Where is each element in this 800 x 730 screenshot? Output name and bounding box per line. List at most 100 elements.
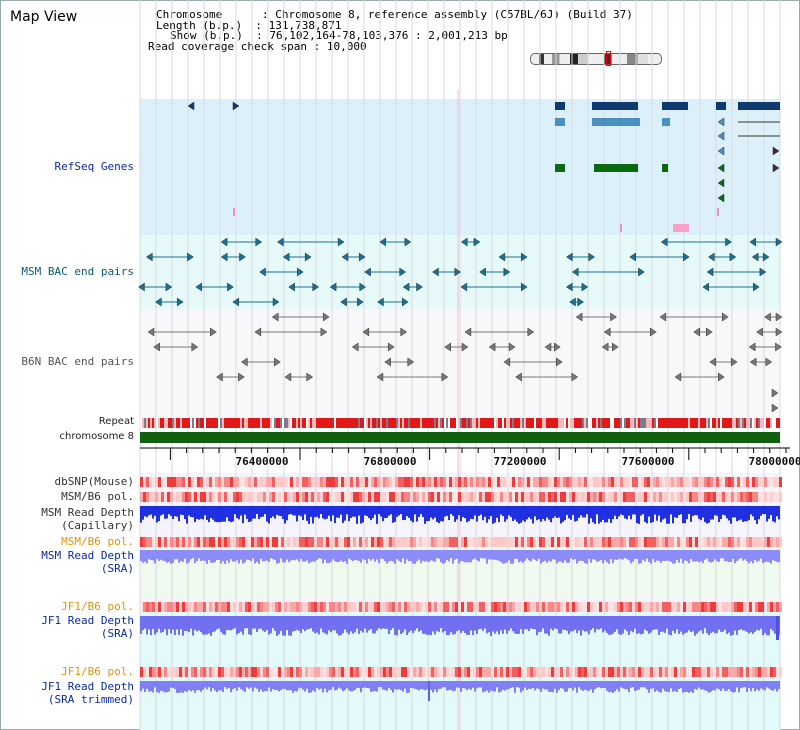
b6n-bac-end[interactable] bbox=[771, 388, 779, 398]
jf1-depth-trim-bar[interactable] bbox=[756, 681, 758, 690]
jf1-depth-sra-bar[interactable] bbox=[278, 616, 280, 635]
repeat-segment[interactable] bbox=[596, 418, 598, 428]
snp-density-cell[interactable] bbox=[674, 477, 677, 487]
jf1-depth-sra-bar[interactable] bbox=[382, 616, 384, 629]
snp-density-cell[interactable] bbox=[605, 537, 608, 547]
repeat-segment[interactable] bbox=[274, 418, 276, 428]
jf1-depth-trim-bar[interactable] bbox=[234, 681, 236, 689]
msm-depth-capillary-bar[interactable] bbox=[328, 506, 330, 516]
snp-density-cell[interactable] bbox=[569, 492, 572, 502]
snp-density-cell[interactable] bbox=[701, 667, 704, 677]
jf1-depth-sra-bar[interactable] bbox=[320, 616, 322, 629]
snp-density-cell[interactable] bbox=[368, 602, 371, 612]
jf1-depth-sra-bar[interactable] bbox=[714, 616, 716, 634]
msm-depth-sra-bar[interactable] bbox=[564, 550, 566, 561]
chromosome-ideogram[interactable] bbox=[530, 53, 662, 65]
snp-density-cell[interactable] bbox=[572, 667, 575, 677]
jf1-depth-sra-bar[interactable] bbox=[642, 616, 644, 634]
jf1-depth-sra-bar[interactable] bbox=[376, 616, 378, 631]
msm-depth-capillary-bar[interactable] bbox=[488, 506, 490, 520]
msm-depth-capillary-bar[interactable] bbox=[688, 506, 690, 515]
snp-density-cell[interactable] bbox=[413, 537, 416, 547]
jf1-depth-sra-bar[interactable] bbox=[188, 616, 190, 633]
snp-density-cell[interactable] bbox=[641, 492, 644, 502]
snp-density-cell[interactable] bbox=[641, 537, 644, 547]
msm-depth-sra-bar[interactable] bbox=[456, 550, 458, 559]
repeat-segment[interactable] bbox=[184, 418, 186, 428]
snp-density-cell[interactable] bbox=[518, 537, 521, 547]
msm-depth-capillary-bar[interactable] bbox=[340, 506, 342, 515]
snp-density-cell[interactable] bbox=[209, 602, 212, 612]
jf1-depth-trim-bar[interactable] bbox=[374, 681, 376, 692]
jf1-depth-trim-bar[interactable] bbox=[614, 681, 616, 692]
snp-density-cell[interactable] bbox=[200, 602, 203, 612]
b6n-bac-end[interactable] bbox=[771, 403, 779, 413]
snp-density-cell[interactable] bbox=[770, 477, 773, 487]
snp-density-cell[interactable] bbox=[500, 477, 503, 487]
msm-depth-sra-bar[interactable] bbox=[628, 550, 630, 561]
repeat-segment[interactable] bbox=[206, 418, 208, 428]
jf1-depth-sra-bar[interactable] bbox=[224, 616, 226, 635]
snp-density-cell[interactable] bbox=[440, 602, 443, 612]
jf1-depth-sra-bar[interactable] bbox=[662, 616, 664, 632]
msm-depth-capillary-bar[interactable] bbox=[770, 506, 772, 516]
snp-density-cell[interactable] bbox=[779, 667, 782, 677]
repeat-segment[interactable] bbox=[758, 418, 760, 428]
snp-density-cell[interactable] bbox=[152, 492, 155, 502]
snp-density-cell[interactable] bbox=[365, 602, 368, 612]
repeat-segment[interactable] bbox=[754, 418, 756, 428]
jf1-depth-sra-bar[interactable] bbox=[242, 616, 244, 635]
msm-depth-capillary-bar[interactable] bbox=[768, 506, 770, 519]
msm-depth-sra-bar[interactable] bbox=[394, 550, 396, 564]
snp-density-cell[interactable] bbox=[743, 537, 746, 547]
jf1-depth-trim-bar[interactable] bbox=[468, 681, 470, 689]
repeat-segment[interactable] bbox=[426, 418, 428, 428]
jf1-depth-sra-bar[interactable] bbox=[564, 616, 566, 631]
snp-density-cell[interactable] bbox=[398, 667, 401, 677]
snp-density-cell[interactable] bbox=[590, 537, 593, 547]
snp-density-cell[interactable] bbox=[437, 477, 440, 487]
jf1-depth-trim-bar[interactable] bbox=[636, 681, 638, 691]
msm-depth-sra-bar[interactable] bbox=[710, 550, 712, 563]
snp-density-cell[interactable] bbox=[719, 602, 722, 612]
msm-depth-capillary-bar[interactable] bbox=[352, 506, 354, 517]
jf1-depth-sra-bar[interactable] bbox=[694, 616, 696, 636]
msm-depth-sra-bar[interactable] bbox=[706, 550, 708, 559]
jf1-depth-trim-bar[interactable] bbox=[214, 681, 216, 691]
snp-density-cell[interactable] bbox=[695, 477, 698, 487]
snp-density-cell[interactable] bbox=[356, 477, 359, 487]
msm-depth-capillary-bar[interactable] bbox=[304, 506, 306, 515]
jf1-depth-trim-bar[interactable] bbox=[516, 681, 518, 688]
jf1-depth-sra-bar[interactable] bbox=[666, 616, 668, 629]
b6n-bac-pair-end[interactable] bbox=[306, 372, 314, 382]
msm-depth-capillary-bar[interactable] bbox=[748, 506, 750, 521]
snp-density-cell[interactable] bbox=[323, 477, 326, 487]
jf1-depth-trim-bar[interactable] bbox=[212, 681, 214, 689]
ideogram-region-marker[interactable] bbox=[606, 51, 611, 66]
msm-bac-pair-end[interactable] bbox=[751, 252, 759, 262]
snp-density-cell[interactable] bbox=[668, 537, 671, 547]
snp-density-cell[interactable] bbox=[611, 477, 614, 487]
snp-density-cell[interactable] bbox=[725, 477, 728, 487]
msm-depth-capillary-bar[interactable] bbox=[720, 506, 722, 520]
jf1-depth-sra-bar[interactable] bbox=[288, 616, 290, 636]
jf1-depth-trim-bar[interactable] bbox=[598, 681, 600, 688]
msm-depth-sra-bar[interactable] bbox=[474, 550, 476, 559]
msm-depth-sra-bar[interactable] bbox=[562, 550, 564, 564]
repeat-segment[interactable] bbox=[602, 418, 604, 428]
repeat-segment[interactable] bbox=[600, 418, 602, 428]
jf1-depth-trim-bar[interactable] bbox=[284, 681, 286, 689]
jf1-depth-sra-bar[interactable] bbox=[506, 616, 508, 634]
msm-depth-sra-bar[interactable] bbox=[764, 550, 766, 563]
snp-density-cell[interactable] bbox=[710, 602, 713, 612]
msm-depth-sra-bar[interactable] bbox=[624, 550, 626, 559]
jf1-depth-sra-bar[interactable] bbox=[614, 616, 616, 632]
snp-density-cell[interactable] bbox=[326, 667, 329, 677]
repeat-segment[interactable] bbox=[622, 418, 624, 428]
jf1-depth-trim-bar[interactable] bbox=[372, 681, 374, 692]
snp-density-cell[interactable] bbox=[455, 602, 458, 612]
msm-depth-capillary-bar[interactable] bbox=[300, 506, 302, 517]
repeat-segment[interactable] bbox=[568, 418, 570, 428]
snp-density-cell[interactable] bbox=[680, 602, 683, 612]
repeat-segment[interactable] bbox=[540, 418, 542, 428]
